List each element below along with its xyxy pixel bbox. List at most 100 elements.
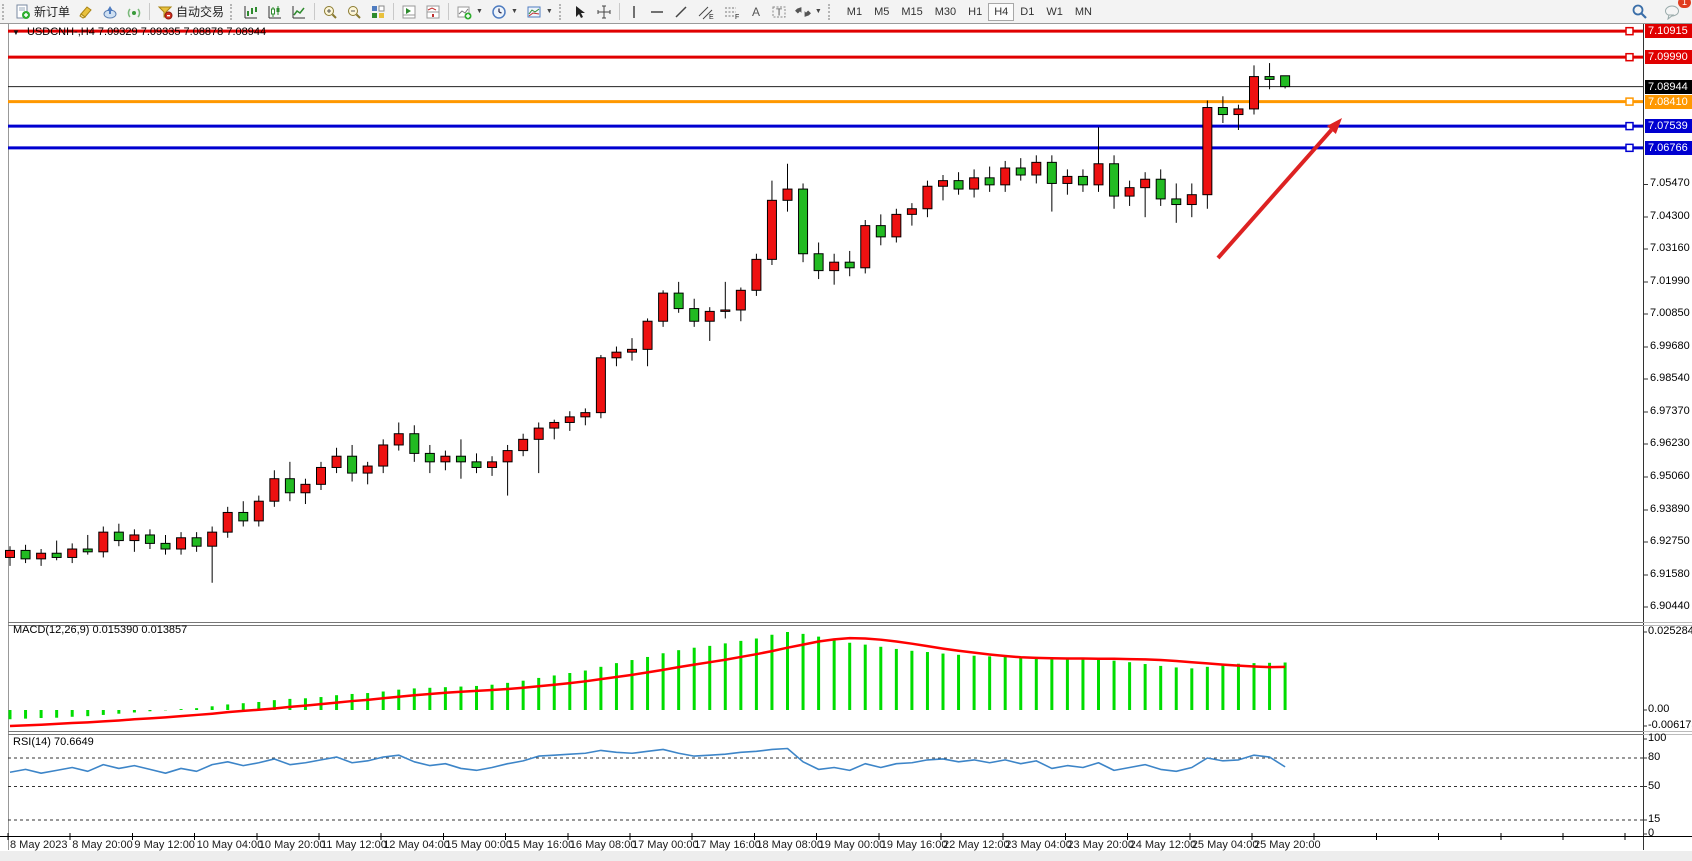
- candle-body: [611, 351, 622, 359]
- new-chart-button[interactable]: ▼: [452, 1, 487, 23]
- svg-text:E: E: [709, 14, 714, 20]
- cursor-tool-button[interactable]: [568, 1, 592, 23]
- zoom-in-icon: [322, 4, 338, 20]
- candle-body: [782, 188, 793, 201]
- line-chart-button[interactable]: [287, 1, 311, 23]
- text-tool-button[interactable]: A: [745, 1, 767, 23]
- search-icon: [1631, 3, 1648, 20]
- toolbar-grip[interactable]: [558, 3, 566, 20]
- publish-button[interactable]: [98, 1, 122, 23]
- arrows-icon: [794, 4, 811, 20]
- candle-body: [1280, 75, 1291, 88]
- candle-body: [222, 511, 233, 533]
- equidistant-channel-tool-button[interactable]: E: [693, 1, 719, 23]
- toolbar-separator: [149, 3, 151, 20]
- line-endpoint-marker[interactable]: [1625, 143, 1634, 153]
- toolbar-separator: [618, 3, 620, 20]
- timeframe-M30-button[interactable]: M30: [934, 5, 957, 18]
- bar-chart-button[interactable]: [239, 1, 263, 23]
- candle-body: [766, 199, 777, 260]
- candle-body: [471, 461, 482, 468]
- candle-body: [953, 180, 964, 190]
- candle-body: [82, 548, 93, 553]
- arrows-tool-button[interactable]: ▼: [791, 1, 826, 23]
- timeframe-D1-button[interactable]: D1: [1020, 5, 1035, 18]
- signals-button[interactable]: [122, 1, 146, 23]
- indicator-window-button[interactable]: [421, 1, 445, 23]
- horizontal-line-icon: [649, 4, 665, 20]
- candle-body: [502, 450, 513, 463]
- fibonacci-tool-button[interactable]: F: [719, 1, 745, 23]
- candle-body: [1171, 198, 1182, 206]
- candle-body: [316, 466, 326, 485]
- timeframe-H1-button[interactable]: H1: [968, 5, 983, 18]
- svg-text:T: T: [776, 7, 782, 18]
- candle-body: [720, 309, 731, 312]
- toolbar-grip[interactable]: [230, 3, 237, 20]
- toolbar-grip[interactable]: [2, 3, 9, 20]
- candle-body: [875, 225, 886, 238]
- candle-body: [160, 542, 171, 550]
- line-endpoint-marker[interactable]: [1625, 121, 1634, 131]
- candlestick-chart-icon: [267, 4, 283, 20]
- candle-body: [176, 537, 187, 550]
- candle-body: [455, 455, 466, 463]
- new-order-icon: [15, 4, 31, 20]
- timeframe-MN-button[interactable]: MN: [1074, 5, 1092, 18]
- auto-trading-button[interactable]: 自动交易: [153, 1, 228, 23]
- vertical-line-tool-button[interactable]: [623, 1, 645, 23]
- equidistant-channel-icon: E: [697, 4, 715, 20]
- line-endpoint-marker[interactable]: [1625, 97, 1634, 106]
- tile-windows-button[interactable]: [366, 1, 390, 23]
- crosshair-tool-button[interactable]: [592, 1, 616, 23]
- candle-body: [627, 348, 637, 353]
- candlestick-chart-button[interactable]: [263, 1, 287, 23]
- candle-body: [658, 292, 669, 322]
- candle-body: [1046, 161, 1057, 184]
- chat-button[interactable]: 1: [1660, 0, 1691, 23]
- timeframe-H4-button[interactable]: H4: [988, 2, 1015, 21]
- candle-body: [1124, 187, 1135, 197]
- timeframe-toolbar: M1 M5 M15 M30 H1 H4 D1 W1 MN: [841, 2, 1098, 21]
- candle-body: [347, 455, 358, 474]
- candle-body: [735, 289, 746, 311]
- line-endpoint-marker[interactable]: [1625, 52, 1634, 62]
- horizontal-line-tool-button[interactable]: [645, 1, 669, 23]
- toolbar: 新订单 自动交易 ▼ ▼ ▼: [0, 0, 1692, 24]
- styler-button[interactable]: [74, 1, 98, 23]
- candle-body: [549, 421, 560, 429]
- zoom-out-button[interactable]: [342, 1, 366, 23]
- toolbar-grip[interactable]: [827, 3, 835, 20]
- timeframe-M15-button[interactable]: M15: [901, 5, 923, 18]
- chevron-down-icon: ▼: [814, 8, 822, 15]
- candle-body: [424, 452, 435, 463]
- line-endpoint-marker[interactable]: [1625, 26, 1634, 36]
- zoom-in-button[interactable]: [318, 1, 342, 23]
- candle-body: [409, 433, 420, 454]
- arrow-annotation-head[interactable]: [1326, 118, 1342, 134]
- candle-body: [844, 261, 855, 269]
- bar-chart-icon: [243, 4, 259, 20]
- candle-body: [906, 208, 917, 215]
- candle-body: [1249, 76, 1259, 110]
- tile-windows-icon: [370, 4, 386, 20]
- chart-profile-button[interactable]: ▼: [522, 1, 557, 23]
- svg-text:F: F: [735, 14, 739, 20]
- toolbar-separator: [448, 3, 450, 20]
- search-button[interactable]: [1627, 1, 1652, 23]
- toolbar-separator: [314, 3, 316, 20]
- timeframe-M5-button[interactable]: M5: [874, 5, 890, 18]
- chat-icon: [1664, 4, 1682, 20]
- period-button[interactable]: ▼: [487, 1, 522, 23]
- arrow-annotation[interactable]: [1216, 128, 1333, 260]
- text-icon: A: [749, 4, 763, 20]
- trend-line-icon: [673, 4, 689, 20]
- indicators-button[interactable]: [397, 1, 421, 23]
- timeframe-M1-button[interactable]: M1: [846, 5, 863, 18]
- text-label-tool-button[interactable]: T: [767, 1, 791, 23]
- new-order-button[interactable]: 新订单: [11, 1, 74, 23]
- candle-body: [564, 416, 575, 423]
- trend-line-tool-button[interactable]: [669, 1, 693, 23]
- timeframe-W1-button[interactable]: W1: [1046, 5, 1063, 18]
